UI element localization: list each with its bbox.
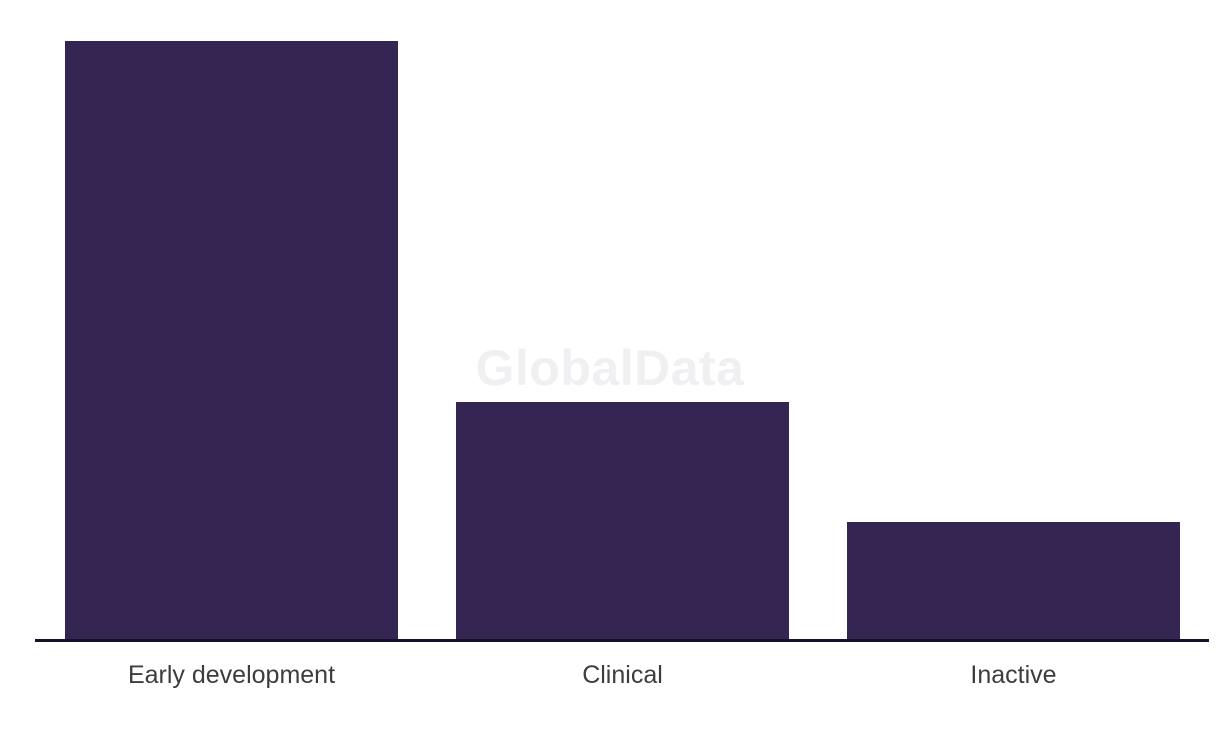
- x-axis-label-clinical: Clinical: [582, 661, 663, 689]
- bar-clinical[interactable]: [456, 402, 789, 640]
- x-axis-line: [35, 639, 1209, 642]
- x-axis-label-early-development: Early development: [127, 661, 336, 689]
- x-axis-labels: Early development Clinical Inactive: [65, 660, 1182, 690]
- bar-early-development[interactable]: [65, 41, 398, 640]
- globaldata-watermark: GlobalData: [475, 340, 745, 396]
- bar-series: [65, 0, 1182, 640]
- bar-inactive[interactable]: [847, 522, 1180, 640]
- x-axis-label-inactive: Inactive: [970, 661, 1057, 689]
